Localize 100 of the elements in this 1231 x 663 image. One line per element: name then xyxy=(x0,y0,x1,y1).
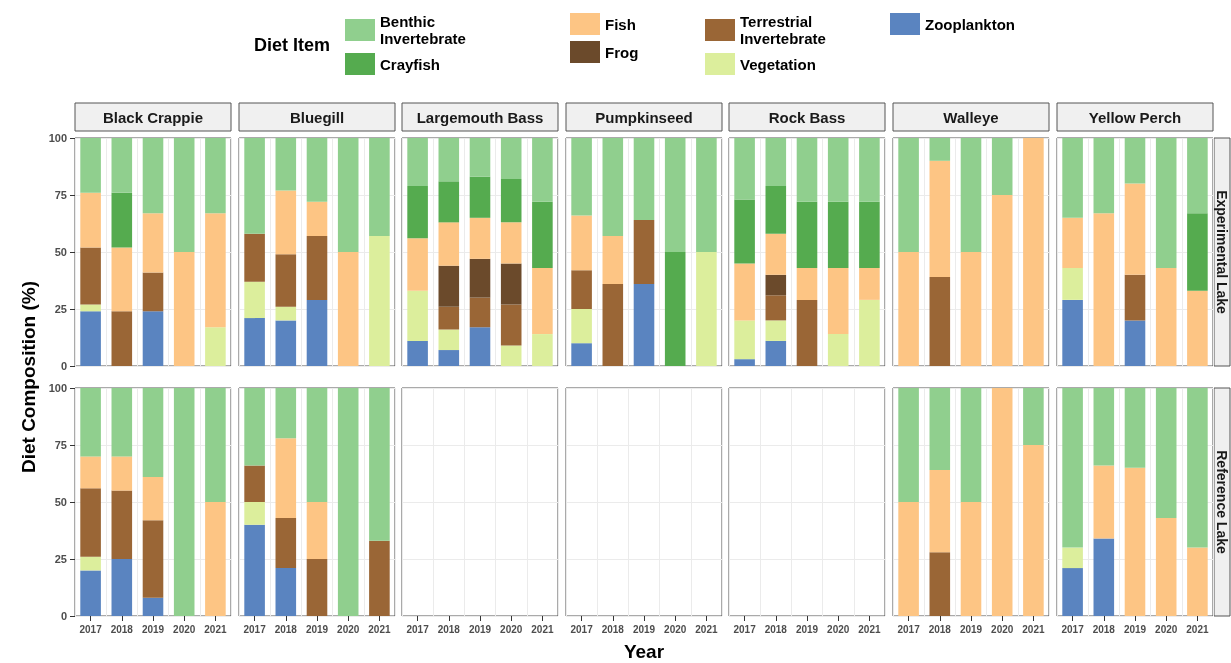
bar xyxy=(929,470,951,553)
bar xyxy=(80,192,101,248)
bar xyxy=(1061,547,1083,569)
bar xyxy=(243,388,265,466)
bar xyxy=(571,215,592,271)
bar xyxy=(438,222,460,266)
bar xyxy=(695,252,717,366)
bar xyxy=(111,247,133,312)
x-tick-label: 2017 xyxy=(79,623,103,635)
bar xyxy=(306,201,327,237)
bar xyxy=(1093,538,1114,616)
bar xyxy=(1186,138,1208,214)
bar xyxy=(337,252,359,366)
bar xyxy=(960,252,982,366)
bar xyxy=(859,138,881,202)
bar xyxy=(469,217,491,259)
bar xyxy=(368,138,390,237)
bar xyxy=(438,265,460,307)
bar xyxy=(275,190,296,255)
bar xyxy=(1186,547,1208,616)
bar xyxy=(173,388,195,616)
legend-label: Terrestrial Invertebrate xyxy=(740,13,826,47)
bar xyxy=(243,318,265,366)
bar xyxy=(633,220,655,284)
bar xyxy=(898,388,919,502)
bar xyxy=(1061,568,1083,616)
y-tick-label: 25 xyxy=(54,553,67,565)
bar xyxy=(501,222,522,264)
bar xyxy=(797,267,818,300)
bar xyxy=(1093,465,1114,539)
text: Experimental Lake xyxy=(1213,190,1230,315)
bar xyxy=(243,138,265,234)
bar xyxy=(438,181,460,223)
bar xyxy=(407,138,429,186)
bar xyxy=(80,570,101,616)
bar xyxy=(306,388,327,502)
bar xyxy=(111,559,133,616)
bar xyxy=(142,476,164,521)
bar xyxy=(571,309,592,344)
legend-label: Vegetation xyxy=(740,55,816,73)
bar xyxy=(1061,138,1083,218)
bar xyxy=(407,185,429,239)
x-tick-label: 2021 xyxy=(531,623,555,635)
bar xyxy=(407,340,429,366)
x-tick-label: 2017 xyxy=(897,623,921,635)
x-tick-label: 2020 xyxy=(827,623,851,635)
bar xyxy=(80,456,101,489)
bar xyxy=(469,327,491,366)
bar xyxy=(1061,299,1083,366)
x-tick-label: 2019 xyxy=(1123,623,1147,635)
x-tick-label: 2021 xyxy=(1022,623,1045,635)
x-tick-label: 2020 xyxy=(1154,623,1178,635)
bar xyxy=(532,267,553,335)
x-tick-label: 2020 xyxy=(336,623,360,635)
bar xyxy=(205,502,226,616)
bar xyxy=(571,343,592,366)
bar xyxy=(898,502,919,616)
bar xyxy=(1155,267,1177,366)
x-tick-label: 2018 xyxy=(765,623,788,635)
bar xyxy=(111,138,133,193)
bar xyxy=(1023,445,1044,616)
bar xyxy=(275,568,296,616)
bar xyxy=(407,290,429,341)
bar xyxy=(960,388,982,502)
legend-title: Diet Item xyxy=(253,35,330,55)
bar xyxy=(173,252,195,366)
bar xyxy=(1093,388,1114,466)
bar xyxy=(142,213,164,273)
bar xyxy=(368,236,390,366)
bar xyxy=(929,388,951,471)
bar xyxy=(664,138,686,252)
bar xyxy=(859,267,881,300)
y-axis-title: Diet Composition (%) xyxy=(17,280,39,474)
x-tick-label: 2020 xyxy=(173,623,196,635)
bar xyxy=(243,281,265,319)
chart-title: Yellow Perch xyxy=(1088,108,1181,126)
bar xyxy=(173,138,195,252)
bar xyxy=(1023,138,1044,366)
bar xyxy=(828,267,849,335)
bar xyxy=(501,304,522,346)
bar xyxy=(929,138,951,161)
bar xyxy=(80,247,101,305)
y-tick-label: 50 xyxy=(54,246,67,258)
bar xyxy=(797,299,818,366)
bar xyxy=(111,192,133,248)
bar xyxy=(532,201,553,268)
bar xyxy=(1124,320,1145,366)
bar xyxy=(1061,388,1083,548)
bar xyxy=(111,456,133,491)
bar xyxy=(734,359,756,366)
bar xyxy=(275,254,296,307)
x-tick-label: 2017 xyxy=(406,623,430,635)
bar xyxy=(929,277,951,366)
y-tick-label: 100 xyxy=(48,132,67,144)
x-tick-label: 2018 xyxy=(928,623,952,635)
bar xyxy=(898,138,919,252)
bar xyxy=(142,597,164,616)
bar xyxy=(469,258,491,298)
bar xyxy=(1061,267,1083,300)
legend-label: Crayfish xyxy=(380,55,441,73)
